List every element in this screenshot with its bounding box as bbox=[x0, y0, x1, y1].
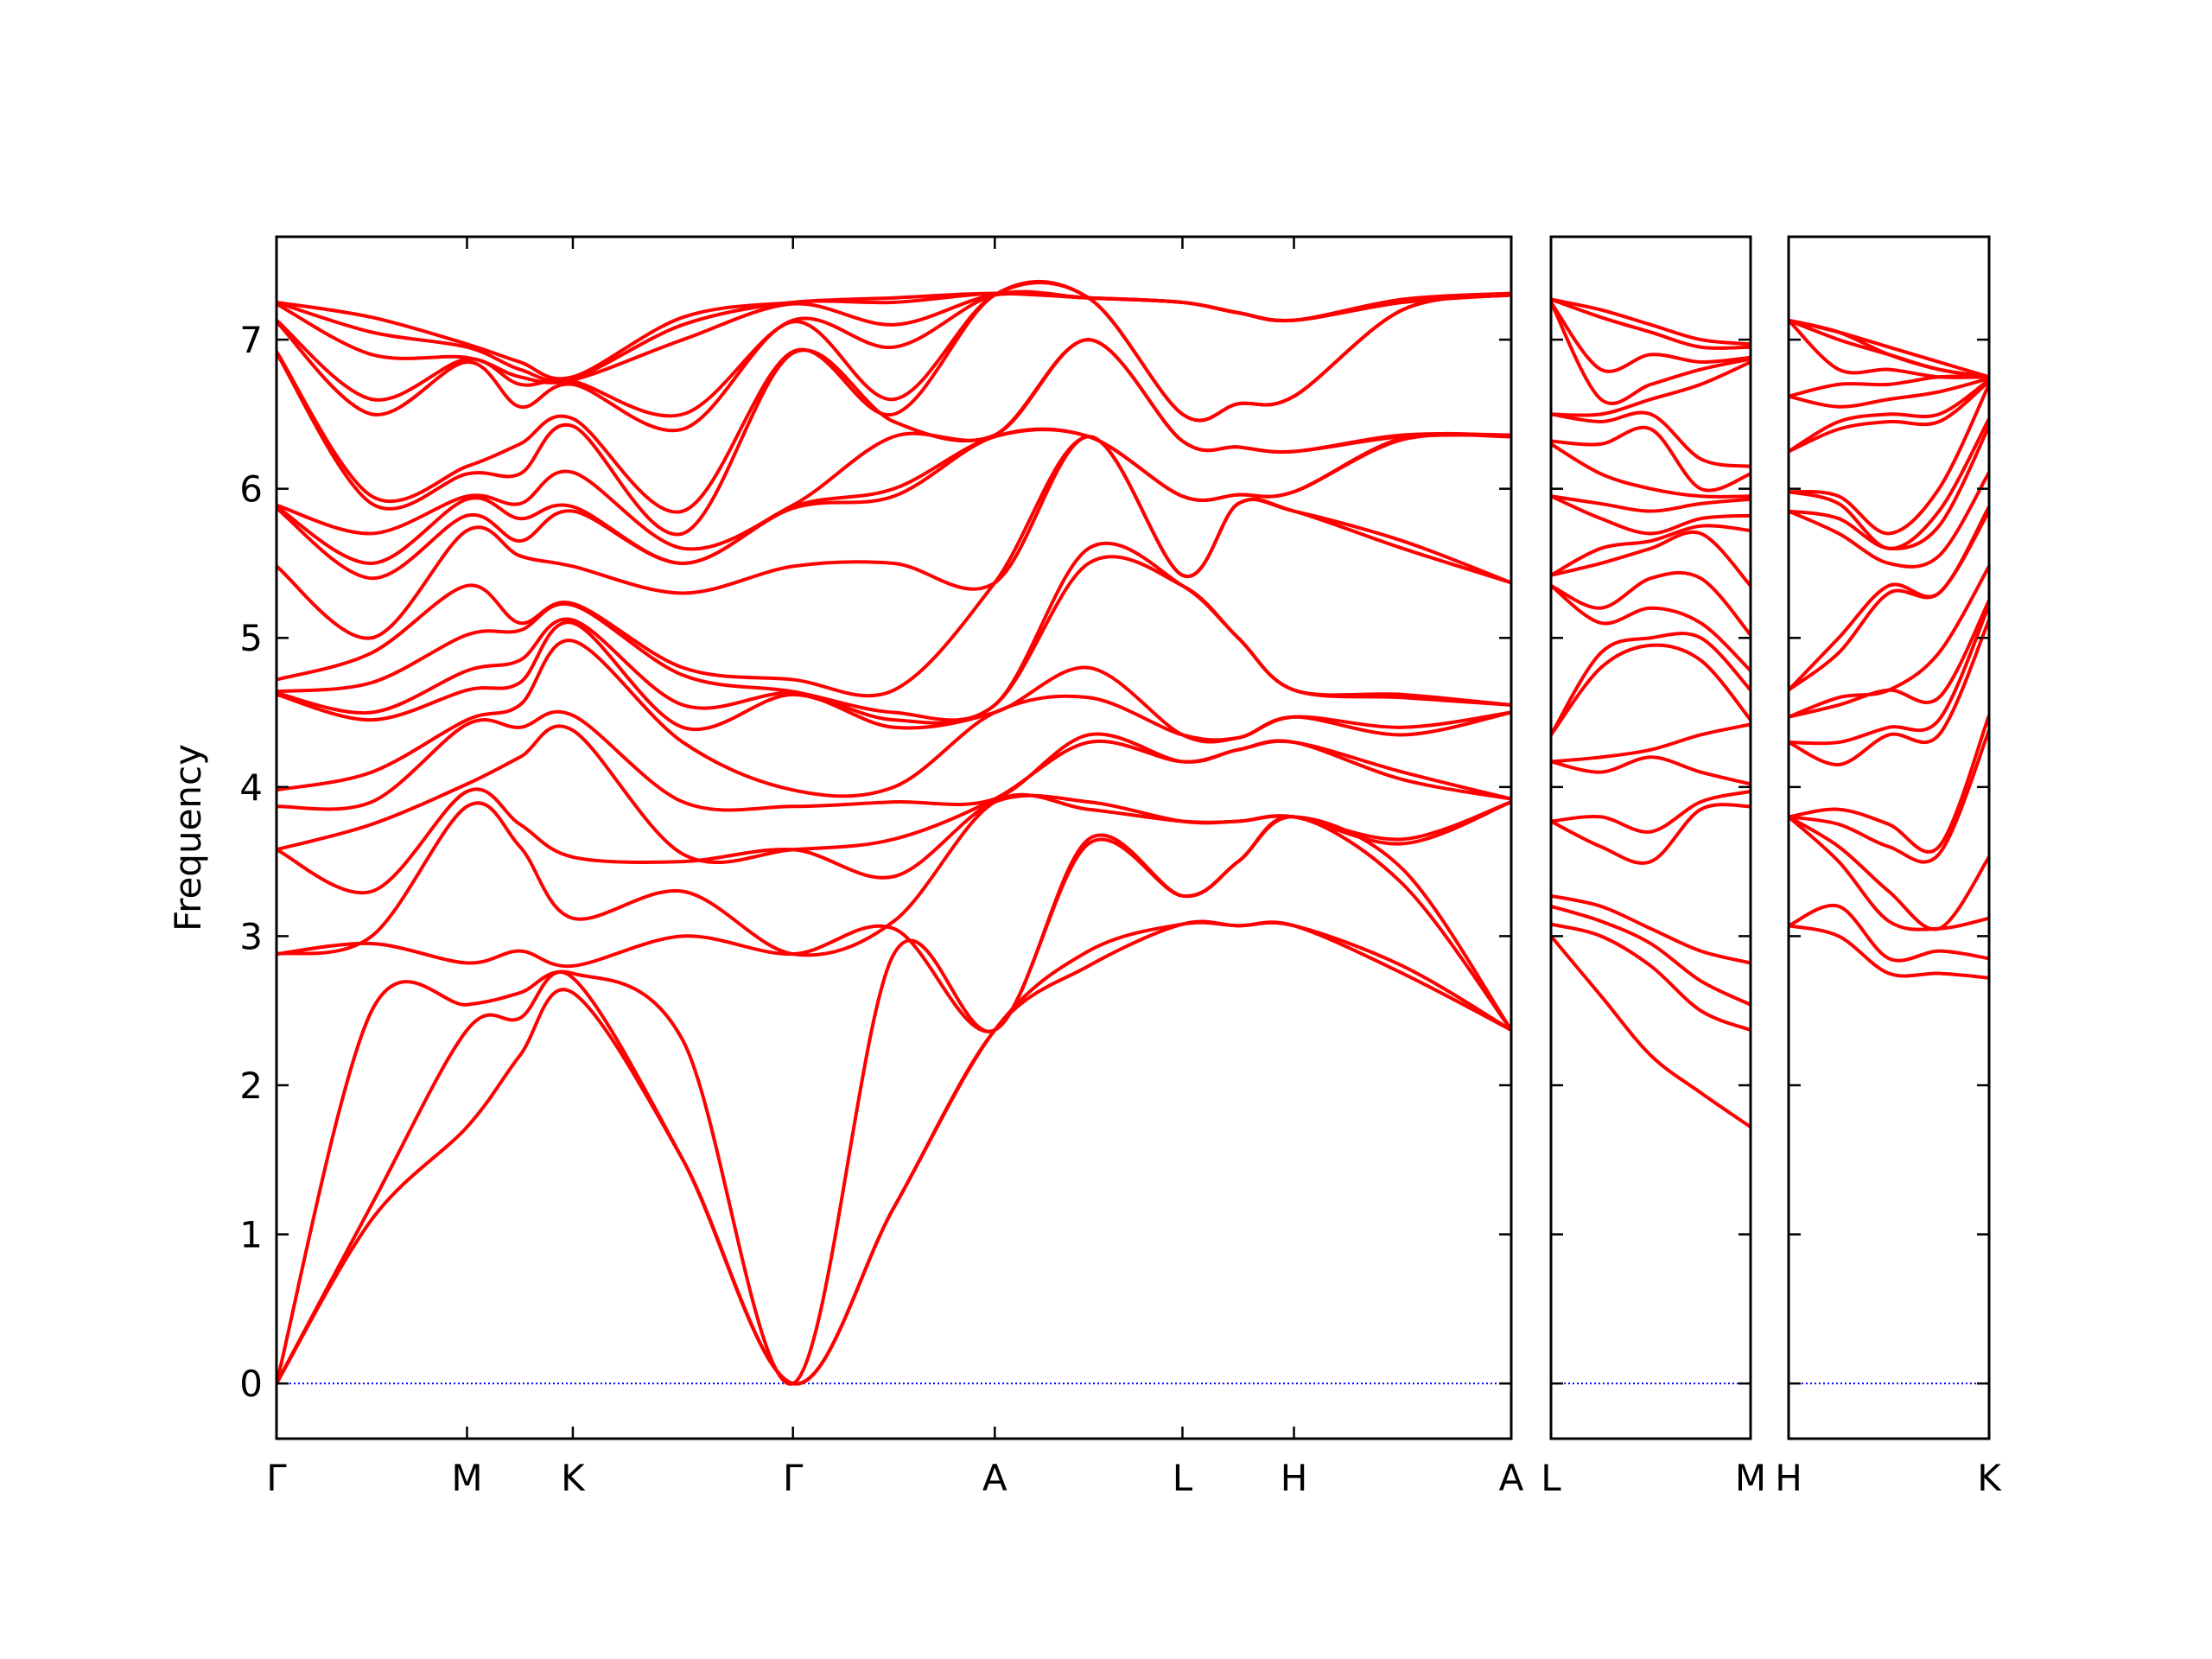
band-line bbox=[276, 291, 1511, 381]
band-line bbox=[1551, 570, 1751, 637]
y-tick-label: 4 bbox=[239, 766, 263, 809]
x-tick-label: K bbox=[561, 1457, 586, 1499]
band-line bbox=[1551, 530, 1751, 588]
band-line bbox=[1551, 632, 1751, 736]
band-line bbox=[1551, 297, 1751, 350]
x-tick-label: M bbox=[451, 1457, 482, 1499]
band-line bbox=[276, 709, 1511, 812]
band-line bbox=[1789, 377, 1989, 409]
band-line bbox=[1789, 319, 1989, 379]
x-tick-label: K bbox=[1977, 1457, 2002, 1499]
y-tick-label: 1 bbox=[239, 1214, 263, 1256]
band-line bbox=[276, 620, 1511, 744]
band-line bbox=[1789, 604, 1989, 746]
band-line bbox=[1551, 425, 1751, 493]
y-axis-label: Frequency bbox=[167, 744, 209, 931]
band-line bbox=[1789, 903, 1989, 963]
band-line bbox=[276, 428, 1511, 565]
band-line bbox=[276, 338, 1511, 537]
band-line bbox=[1789, 715, 1989, 854]
x-tick-label: H bbox=[1281, 1457, 1308, 1499]
band-line bbox=[1789, 379, 1989, 454]
band-line bbox=[1789, 505, 1989, 692]
y-tick-label: 7 bbox=[239, 319, 263, 361]
x-tick-label: H bbox=[1775, 1457, 1802, 1499]
band-line bbox=[1551, 410, 1751, 468]
axes-frame bbox=[1787, 235, 1991, 1440]
band-line bbox=[1551, 524, 1751, 577]
axes-frame bbox=[1549, 235, 1752, 1440]
band-line bbox=[1551, 893, 1751, 965]
band-line bbox=[1551, 803, 1751, 865]
x-tick-label: M bbox=[1735, 1457, 1766, 1499]
band-line bbox=[276, 787, 1511, 895]
band-line bbox=[1789, 815, 1989, 931]
x-tick-label: Γ bbox=[266, 1457, 287, 1499]
band-line bbox=[1551, 360, 1751, 417]
band-line bbox=[1551, 790, 1751, 834]
axes-frame bbox=[275, 235, 1513, 1440]
band-line bbox=[1551, 494, 1751, 513]
band-line bbox=[1789, 619, 1989, 766]
y-tick-label: 5 bbox=[239, 617, 263, 659]
x-tick-label: L bbox=[1173, 1457, 1193, 1499]
band-line bbox=[1789, 729, 1989, 864]
band-line bbox=[1551, 302, 1751, 405]
band-line bbox=[1551, 643, 1751, 736]
band-line bbox=[1789, 378, 1989, 454]
band-line bbox=[1551, 755, 1751, 786]
band-line bbox=[1551, 922, 1751, 1033]
y-tick-label: 0 bbox=[239, 1363, 263, 1405]
plot-area bbox=[1789, 318, 1989, 1385]
plot-area bbox=[276, 279, 1511, 1386]
band-line bbox=[1551, 584, 1751, 672]
plot-area bbox=[1551, 297, 1751, 1385]
band-line bbox=[1551, 301, 1751, 373]
band-line bbox=[1789, 565, 1989, 719]
x-tick-label: L bbox=[1541, 1457, 1561, 1499]
y-tick-label: 2 bbox=[239, 1065, 263, 1107]
y-tick-label: 3 bbox=[239, 915, 263, 957]
band-line bbox=[1789, 815, 1989, 931]
x-tick-label: Γ bbox=[783, 1457, 804, 1499]
band-line bbox=[276, 920, 1511, 1386]
band-line bbox=[1551, 935, 1751, 1128]
band-line bbox=[1551, 297, 1751, 346]
band-line bbox=[1551, 904, 1751, 1007]
band-line bbox=[1789, 318, 1989, 379]
band-line bbox=[1551, 722, 1751, 764]
band-line bbox=[276, 435, 1511, 640]
band-line bbox=[1789, 471, 1989, 569]
y-tick-label: 6 bbox=[239, 468, 263, 511]
band-line bbox=[1789, 417, 1989, 550]
band-line bbox=[276, 541, 1511, 722]
x-tick-label: A bbox=[982, 1457, 1007, 1499]
band-line bbox=[1789, 383, 1989, 536]
x-tick-label: A bbox=[1499, 1457, 1524, 1499]
band-line bbox=[1551, 442, 1751, 499]
band-line bbox=[1551, 494, 1751, 536]
band-line bbox=[1789, 600, 1989, 719]
band-line bbox=[1789, 924, 1989, 980]
band-line bbox=[276, 281, 1511, 433]
